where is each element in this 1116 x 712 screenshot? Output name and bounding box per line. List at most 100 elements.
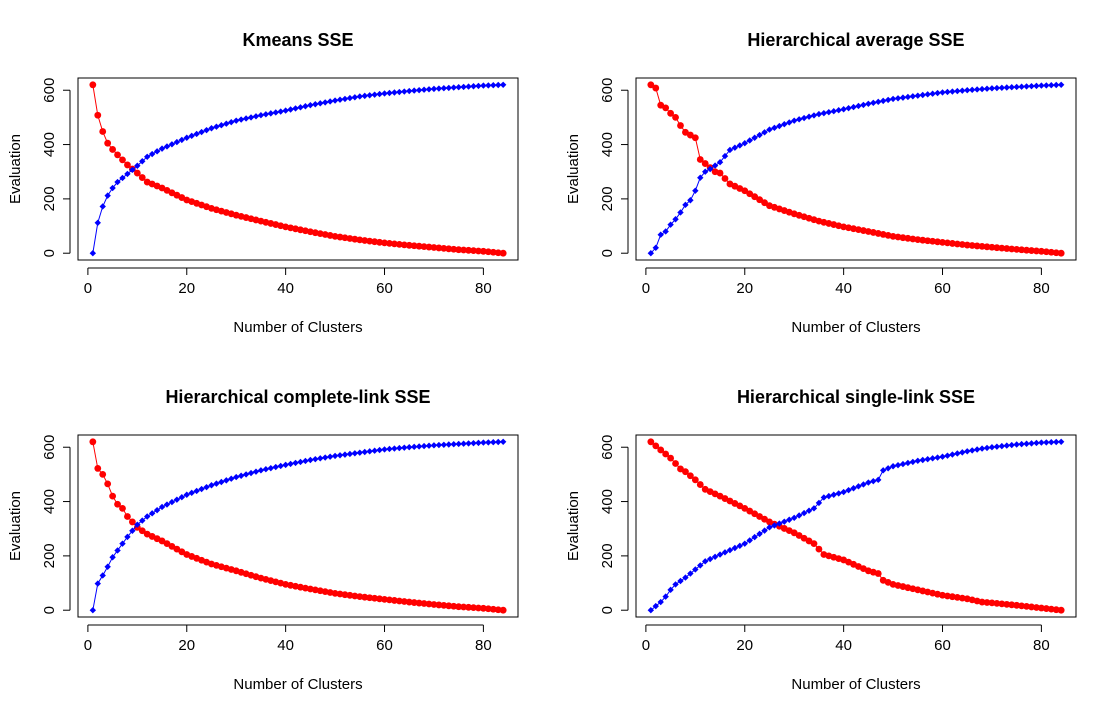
data-point [104, 192, 111, 199]
data-point [741, 139, 748, 147]
data-point [845, 486, 852, 494]
data-point [835, 107, 842, 114]
data-point [124, 170, 131, 178]
data-point [148, 510, 156, 517]
data-point [381, 239, 388, 247]
data-point [188, 132, 195, 140]
data-point [761, 527, 768, 534]
data-point [233, 473, 240, 481]
data-point [988, 85, 996, 92]
data-point [119, 540, 126, 547]
data-point [331, 589, 339, 597]
data-point [1057, 249, 1065, 257]
data-point [104, 480, 112, 488]
y-tick-label: 200 [599, 186, 616, 211]
data-point [1057, 438, 1065, 445]
data-point [1018, 83, 1025, 90]
y-tick-label: 400 [41, 489, 58, 514]
data-point [198, 128, 205, 136]
data-point [973, 242, 981, 250]
data-point [381, 446, 388, 453]
data-point [751, 193, 759, 201]
data-point [356, 449, 363, 456]
data-point [94, 111, 102, 119]
data-point [119, 504, 126, 512]
data-point [440, 244, 448, 252]
data-point [129, 527, 136, 534]
data-point [223, 477, 230, 484]
data-point [879, 467, 887, 474]
data-point [401, 444, 408, 451]
data-point [272, 463, 279, 471]
data-point [321, 99, 329, 106]
data-point [682, 201, 689, 209]
data-point [109, 184, 116, 192]
data-point [949, 451, 956, 458]
data-point [480, 82, 487, 89]
data-point [341, 451, 349, 458]
data-point [978, 445, 986, 452]
x-tick-label: 0 [84, 280, 92, 297]
data-point [475, 82, 482, 90]
data-point [450, 84, 457, 91]
data-point [1028, 247, 1035, 254]
data-point [1043, 439, 1050, 446]
data-point [188, 489, 195, 497]
data-point [144, 513, 151, 520]
data-point [277, 462, 284, 470]
data-point [405, 241, 413, 249]
data-point [396, 88, 403, 96]
data-point [815, 499, 823, 507]
data-point [89, 250, 97, 257]
y-tick-label: 600 [599, 78, 616, 103]
data-point [109, 492, 117, 500]
data-point [662, 593, 669, 600]
data-point [1053, 438, 1060, 446]
y-tick-label: 200 [599, 543, 616, 568]
data-point [376, 595, 383, 603]
data-point [865, 479, 872, 486]
data-point [766, 126, 773, 133]
data-point [667, 586, 674, 594]
data-point [850, 103, 857, 111]
y-tick-label: 600 [41, 78, 58, 103]
data-point [998, 244, 1006, 252]
data-point [406, 87, 413, 95]
series-line [650, 441, 1062, 611]
data-point [361, 593, 369, 601]
data-point [662, 450, 670, 458]
data-point [99, 203, 106, 210]
y-tick-label: 200 [41, 543, 58, 568]
y-tick-label: 400 [599, 132, 616, 157]
data-point [302, 103, 309, 110]
data-point [1038, 439, 1045, 446]
data-point [1028, 82, 1035, 90]
data-point [242, 471, 250, 478]
data-point [751, 533, 758, 541]
data-point [874, 570, 882, 577]
data-point [786, 119, 793, 126]
chart-title: Kmeans SSE [242, 30, 353, 50]
data-point [495, 438, 502, 446]
data-point [795, 116, 803, 123]
data-point [485, 82, 492, 89]
data-point [218, 478, 225, 486]
data-point [119, 174, 126, 182]
data-point [247, 469, 255, 477]
data-point [178, 136, 186, 144]
data-point [346, 94, 354, 102]
data-point [711, 553, 719, 560]
data-point [810, 540, 818, 548]
data-point [909, 235, 917, 243]
data-point [726, 546, 734, 554]
data-point [114, 547, 121, 554]
data-point [909, 93, 917, 100]
data-point [139, 517, 146, 524]
data-point [687, 570, 694, 577]
data-point [791, 514, 798, 522]
data-point [721, 152, 729, 160]
data-point [786, 516, 793, 523]
data-point [470, 247, 477, 255]
data-point [395, 597, 403, 605]
